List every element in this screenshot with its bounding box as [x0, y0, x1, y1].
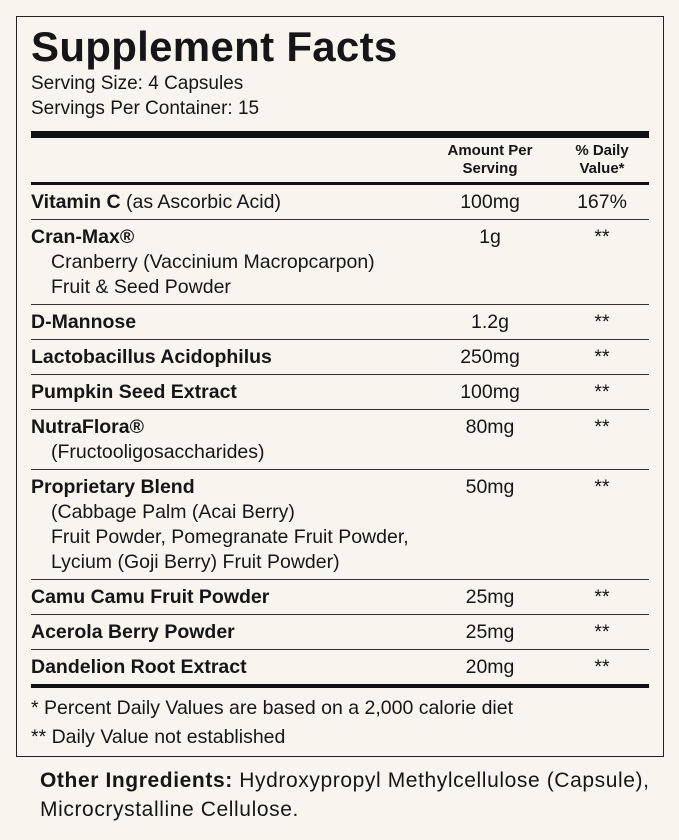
name-line: Vitamin C (as Ascorbic Acid) [31, 190, 425, 215]
ingredient-note: (as Ascorbic Acid) [126, 191, 281, 213]
daily-value: ** [594, 346, 610, 368]
ingredient-name-cell: Dandelion Root Extract [31, 655, 425, 680]
ingredient-name-cell: D-Mannose [31, 310, 425, 335]
column-header: Amount Per Serving % Daily Value* [31, 138, 649, 185]
daily-value: ** [594, 381, 610, 403]
header-line: Serving [462, 160, 518, 177]
name-line: Dandelion Root Extract [31, 655, 425, 680]
ingredient-row: D-Mannose 1.2g ** [31, 305, 649, 340]
ingredient-detail: (Fructooligosaccharides) [51, 441, 265, 463]
title: Supplement Facts [31, 23, 398, 70]
ingredient-name: Proprietary Blend [31, 476, 195, 498]
ingredient-detail: Lycium (Goji Berry) Fruit Powder) [51, 551, 340, 573]
daily-value: ** [594, 656, 610, 678]
amount: 100mg [460, 191, 520, 213]
ingredient-row: Vitamin C (as Ascorbic Acid) 100mg 167% [31, 185, 649, 220]
header-line: Value* [579, 160, 625, 177]
ingredient-row: Camu Camu Fruit Powder 25mg ** [31, 580, 649, 615]
servings-per-container: Servings Per Container: 15 [31, 98, 260, 119]
ingredient-row: NutraFlora® (Fructooligosaccharides) 80mg *… [31, 410, 649, 470]
footnotes: * Percent Daily Values are based on a 2,… [31, 694, 649, 752]
ingredient-row: Acerola Berry Powder 25mg ** [31, 615, 649, 650]
other-text: Hydroxypropyl Methylcellulose (Capsule),… [40, 769, 650, 821]
name-line: Camu Camu Fruit Powder [31, 585, 425, 610]
name-line: Acerola Berry Powder [31, 620, 425, 645]
facts-panel: Supplement Facts Serving Size: 4 Capsule… [16, 16, 664, 757]
amount: 1g [479, 226, 501, 248]
amount: 25mg [465, 621, 515, 643]
ingredient-name-cell: Camu Camu Fruit Powder [31, 585, 425, 610]
other-ingredients: Other Ingredients: Hydroxypropyl Methylc… [40, 766, 670, 824]
ingredient-row: Cran-Max® Cranberry (Vaccinium Macropcarp… [31, 220, 649, 305]
dv-header: % Daily Value* [555, 138, 649, 182]
ingredient-row: Pumpkin Seed Extract 100mg ** [31, 375, 649, 410]
daily-value: 167% [577, 191, 627, 213]
ingredient-detail: Fruit Powder, Pomegranate Fruit Powder, [51, 526, 409, 548]
ingredient-name: Pumpkin Seed Extract [31, 381, 237, 403]
name-line: D-Mannose [31, 310, 425, 335]
ingredient-row: Lactobacillus Acidophilus 250mg ** [31, 340, 649, 375]
amount: 1.2g [471, 311, 509, 333]
ingredient-name-cell: Cran-Max® Cranberry (Vaccinium Macropcarp… [31, 225, 425, 300]
name-line: Proprietary Blend [31, 475, 425, 500]
ingredient-name-cell: Proprietary Blend (Cabbage Palm (Acai Ber… [31, 475, 425, 575]
amount: 50mg [465, 476, 515, 498]
name-line: Pumpkin Seed Extract [31, 380, 425, 405]
serving-size: Serving Size: 4 Capsules [31, 73, 244, 94]
other-label: Other Ingredients: [40, 769, 233, 792]
ingredient-row: Dandelion Root Extract 20mg ** [31, 650, 649, 688]
thick-rule [31, 131, 649, 138]
amount: 100mg [460, 381, 520, 403]
amount: 20mg [465, 656, 515, 678]
daily-value: ** [594, 621, 610, 643]
amount: 25mg [465, 586, 515, 608]
name-line: NutraFlora® [31, 415, 425, 440]
ingredient-name: Acerola Berry Powder [31, 621, 235, 643]
ingredient-detail: (Cabbage Palm (Acai Berry) [51, 501, 295, 523]
amount: 80mg [465, 416, 515, 438]
ingredient-name-cell: NutraFlora® (Fructooligosaccharides) [31, 415, 425, 465]
header-line: Amount Per [447, 142, 533, 159]
ingredient-name-cell: Vitamin C (as Ascorbic Acid) [31, 190, 425, 215]
daily-value: ** [594, 476, 610, 498]
facts-inner: Supplement Facts Serving Size: 4 Capsule… [31, 17, 649, 752]
daily-value: ** [594, 416, 610, 438]
ingredient-name: Dandelion Root Extract [31, 656, 247, 678]
ingredient-name: Camu Camu Fruit Powder [31, 586, 270, 608]
ingredient-name: Vitamin C [31, 191, 121, 213]
header-line: % Daily [575, 142, 629, 159]
ingredient-name-cell: Acerola Berry Powder [31, 620, 425, 645]
daily-value: ** [594, 586, 610, 608]
ingredient-detail: Fruit & Seed Powder [51, 276, 231, 298]
rows: Vitamin C (as Ascorbic Acid) 100mg 167% Cra… [31, 185, 649, 688]
ingredient-name-cell: Pumpkin Seed Extract [31, 380, 425, 405]
amount-header: Amount Per Serving [425, 138, 555, 182]
daily-value: ** [594, 311, 610, 333]
ingredient-detail: Cranberry (Vaccinium Macropcarpon) [51, 251, 375, 273]
ingredient-name: D-Mannose [31, 311, 137, 333]
ingredient-name: NutraFlora® [31, 416, 144, 438]
footnote: * Percent Daily Values are based on a 2,… [31, 697, 514, 719]
daily-value: ** [594, 226, 610, 248]
name-line: Lactobacillus Acidophilus [31, 345, 425, 370]
ingredient-name: Cran-Max® [31, 226, 135, 248]
spacer [31, 138, 425, 182]
name-line: Cran-Max® [31, 225, 425, 250]
ingredient-name-cell: Lactobacillus Acidophilus [31, 345, 425, 370]
amount: 250mg [460, 346, 520, 368]
ingredient-row: Proprietary Blend (Cabbage Palm (Acai Ber… [31, 470, 649, 580]
ingredient-name: Lactobacillus Acidophilus [31, 346, 272, 368]
footnote: ** Daily Value not established [31, 726, 286, 748]
